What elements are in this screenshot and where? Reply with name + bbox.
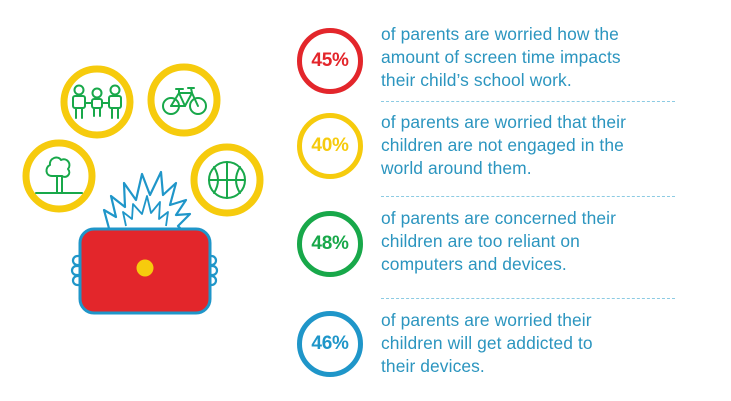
stat-description: of parents are concerned their children … — [381, 207, 711, 276]
stat-line: their child’s school work. — [381, 70, 572, 90]
stat-line: of parents are worried how the — [381, 24, 619, 44]
percent-circle: 46% — [297, 311, 363, 377]
stat-line: children are too reliant on — [381, 231, 580, 251]
percent-circle: 48% — [297, 211, 363, 277]
stat-line: children will get addicted to — [381, 333, 593, 353]
tablet-button — [136, 259, 154, 277]
divider — [381, 298, 675, 299]
child-hair — [102, 170, 192, 234]
stat-line: amount of screen time impacts — [381, 47, 621, 67]
stat-line: their devices. — [381, 356, 485, 376]
screen-time-illustration — [22, 63, 264, 315]
tree-icon — [22, 139, 96, 213]
stat-line: of parents are worried that their — [381, 112, 626, 132]
divider — [381, 196, 675, 197]
stat-description: of parents are worried that their childr… — [381, 111, 711, 180]
stat-description: of parents are worried how the amount of… — [381, 23, 711, 92]
stat-line: world around them. — [381, 158, 532, 178]
tablet — [78, 227, 212, 315]
people-holding-hands-icon — [60, 65, 134, 139]
stat-description: of parents are worried their children wi… — [381, 309, 711, 378]
percent-circle: 45% — [297, 28, 363, 94]
stat-line: of parents are concerned their — [381, 208, 617, 228]
stat-line: computers and devices. — [381, 254, 567, 274]
divider — [381, 101, 675, 102]
stat-line: children are not engaged in the — [381, 135, 624, 155]
percent-circle: 40% — [297, 113, 363, 179]
basketball-icon — [190, 143, 264, 217]
stat-line: of parents are worried their — [381, 310, 592, 330]
bicycle-icon — [147, 63, 221, 137]
